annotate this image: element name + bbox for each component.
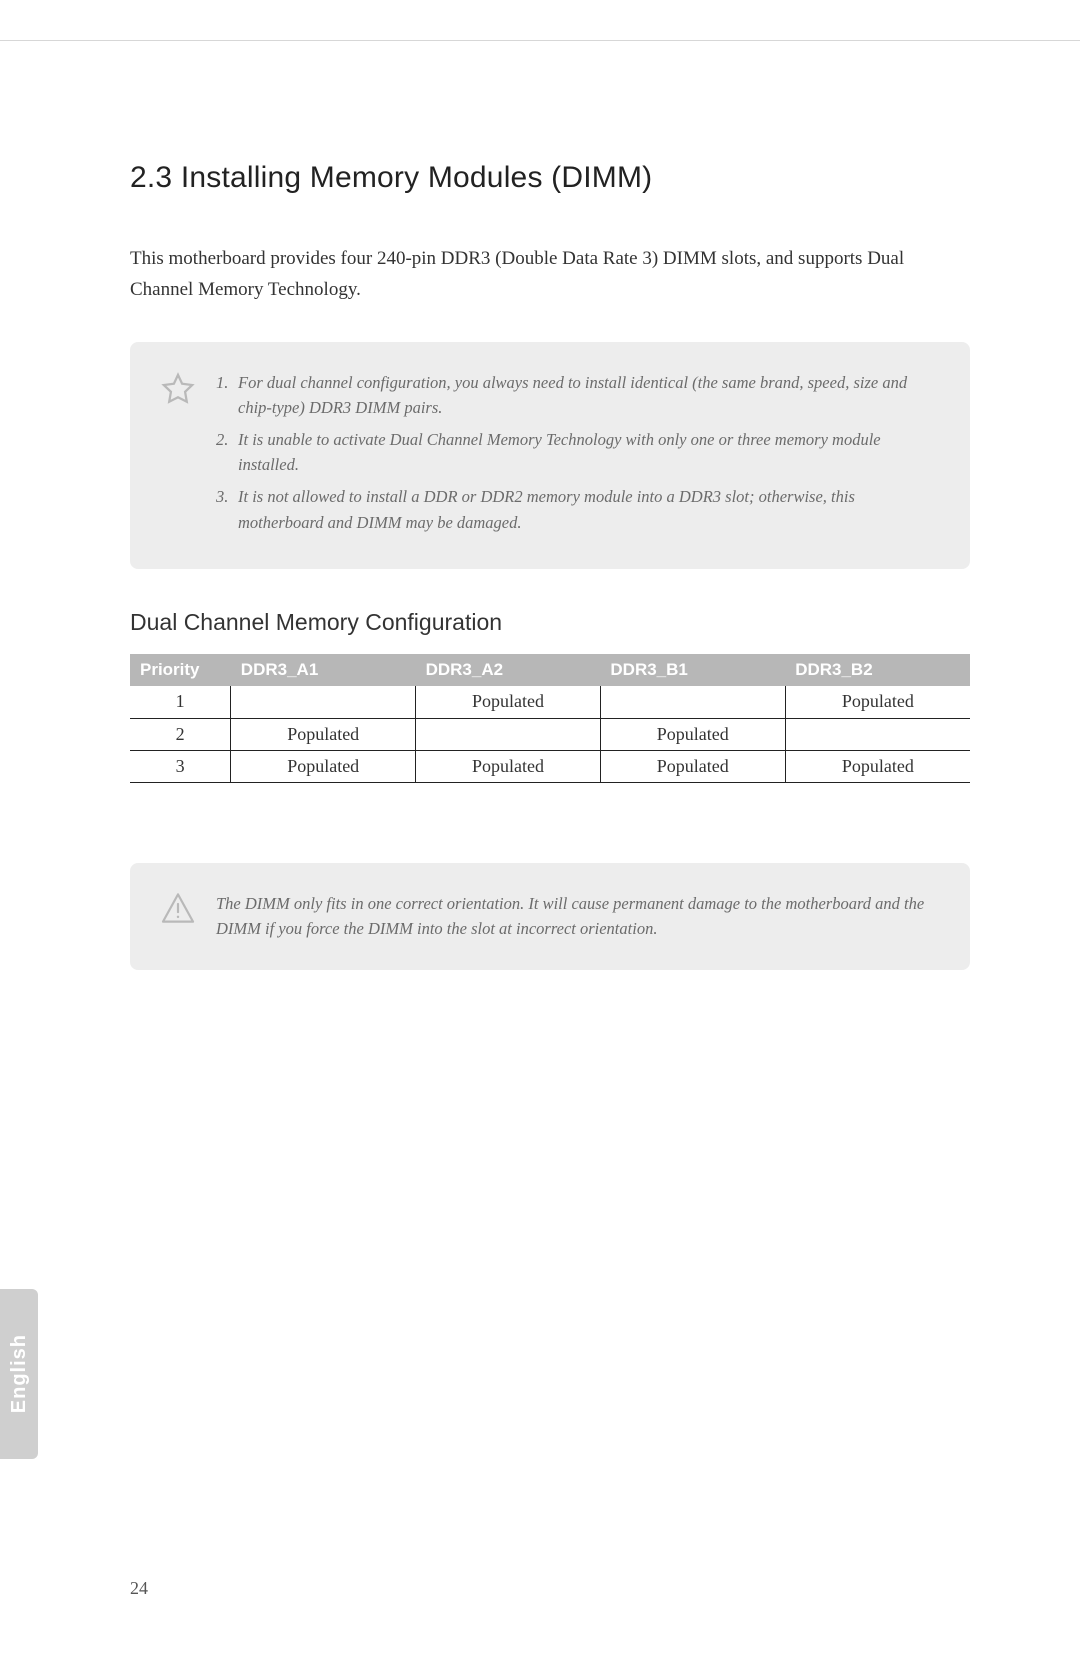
info-note-item: It is not allowed to install a DDR or DD… (216, 484, 942, 535)
table-cell (785, 718, 970, 750)
table-header-cell: Priority (130, 654, 231, 686)
table-cell: Populated (231, 718, 416, 750)
table-row: 1 Populated Populated (130, 686, 970, 718)
table-cell: Populated (785, 686, 970, 718)
table-header: Priority DDR3_A1 DDR3_A2 DDR3_B1 DDR3_B2 (130, 654, 970, 686)
table-header-cell: DDR3_A2 (416, 654, 601, 686)
config-subheading: Dual Channel Memory Configuration (130, 609, 970, 636)
info-note-item: For dual channel configuration, you alwa… (216, 370, 942, 421)
table-cell (600, 686, 785, 718)
table-cell (231, 686, 416, 718)
table-header-cell: DDR3_B1 (600, 654, 785, 686)
dual-channel-config-table: Priority DDR3_A1 DDR3_A2 DDR3_B1 DDR3_B2… (130, 654, 970, 783)
warning-note-box: The DIMM only fits in one correct orient… (130, 863, 970, 970)
table-cell: Populated (416, 750, 601, 782)
page-number: 24 (130, 1578, 148, 1599)
intro-paragraph: This motherboard provides four 240-pin D… (130, 243, 970, 306)
warning-note-text: The DIMM only fits in one correct orient… (216, 891, 942, 942)
table-header-cell: DDR3_B2 (785, 654, 970, 686)
table-cell: Populated (231, 750, 416, 782)
table-cell: 3 (130, 750, 231, 782)
info-note-box: For dual channel configuration, you alwa… (130, 342, 970, 569)
warning-icon (158, 891, 198, 942)
table-cell (416, 718, 601, 750)
table-cell: 2 (130, 718, 231, 750)
info-note-item: It is unable to activate Dual Channel Me… (216, 427, 942, 478)
table-cell: Populated (416, 686, 601, 718)
table-cell: Populated (785, 750, 970, 782)
info-note-list: For dual channel configuration, you alwa… (216, 370, 942, 541)
table-row: 2 Populated Populated (130, 718, 970, 750)
table-cell: Populated (600, 718, 785, 750)
table-cell: Populated (600, 750, 785, 782)
language-tab: English (0, 1289, 38, 1459)
table-cell: 1 (130, 686, 231, 718)
table-header-cell: DDR3_A1 (231, 654, 416, 686)
table-row: 3 Populated Populated Populated Populate… (130, 750, 970, 782)
language-tab-label: English (8, 1334, 31, 1413)
manual-page: 2.3 Installing Memory Modules (DIMM) Thi… (0, 40, 1080, 1659)
star-icon (158, 370, 198, 541)
section-title: 2.3 Installing Memory Modules (DIMM) (130, 161, 970, 195)
